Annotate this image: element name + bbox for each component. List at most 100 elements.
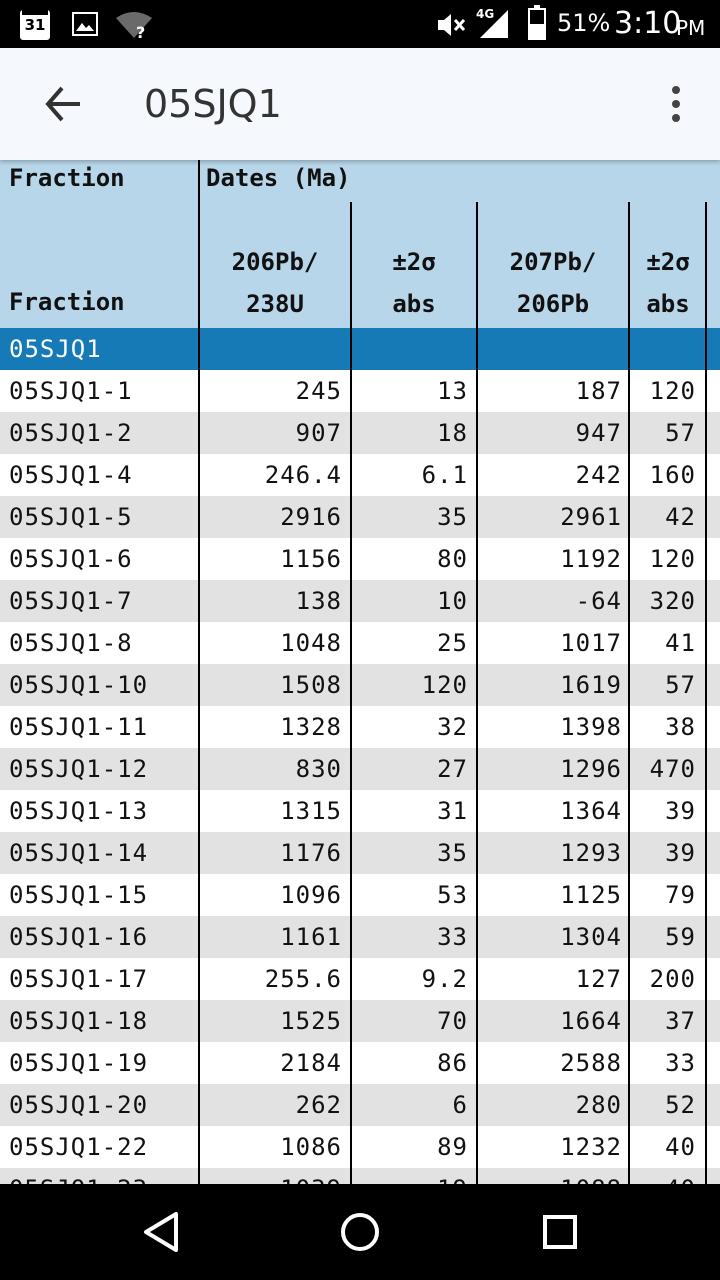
more-vert-icon [672, 86, 680, 94]
group-row-label: 05SJQ1 [9, 335, 102, 363]
cell-207pb-206pb: 1304 [560, 923, 622, 951]
column-divider [628, 202, 630, 1184]
table-row[interactable]: 05SJQ1-22 1086 89 1232 40 [0, 1126, 720, 1168]
column-divider [198, 160, 200, 1184]
cell-fraction: 05SJQ1-5 [9, 503, 133, 531]
table-row[interactable]: 05SJQ1-8 1048 25 1017 41 [0, 622, 720, 664]
cell-err-206pb-238u: 35 [437, 503, 468, 531]
cell-err-207pb-206pb: 40 [665, 1133, 696, 1161]
cell-err-206pb-238u: 70 [437, 1007, 468, 1035]
cell-err-206pb-238u: 6 [452, 1091, 468, 1119]
table-row[interactable]: 05SJQ1-4 246.4 6.1 242 160 [0, 454, 720, 496]
table-row[interactable]: 05SJQ1-10 1508 120 1619 57 [0, 664, 720, 706]
cell-206pb-238u: 1508 [280, 671, 342, 699]
cell-err-207pb-206pb: 470 [649, 755, 696, 783]
cell-fraction: 05SJQ1-8 [9, 629, 133, 657]
cell-206pb-238u: 1315 [280, 797, 342, 825]
table-row[interactable]: 05SJQ1-1 245 13 187 120 [0, 370, 720, 412]
header-col-207pb-206pb-line1[interactable]: 207Pb/ [509, 248, 597, 276]
cell-err-207pb-206pb: 120 [649, 545, 696, 573]
cell-err-206pb-238u: 6.1 [421, 461, 468, 489]
cell-fraction: 05SJQ1-2 [9, 419, 133, 447]
table-row[interactable]: 05SJQ1-16 1161 33 1304 59 [0, 916, 720, 958]
cell-207pb-206pb: 280 [575, 1091, 622, 1119]
table-row[interactable]: 05SJQ1-14 1176 35 1293 39 [0, 832, 720, 874]
back-button[interactable] [30, 78, 98, 130]
cell-fraction: 05SJQ1-11 [9, 713, 149, 741]
cell-fraction: 05SJQ1-22 [9, 1133, 149, 1161]
table-row[interactable]: 05SJQ1-20 262 6 280 52 [0, 1084, 720, 1126]
header-col-207pb-206pb-line2[interactable]: 206Pb [516, 290, 590, 318]
overflow-menu-button[interactable] [656, 78, 696, 130]
cell-207pb-206pb: -64 [575, 587, 622, 615]
cell-fraction: 05SJQ1-14 [9, 839, 149, 867]
table-row[interactable]: 05SJQ1-17 255.6 9.2 127 200 [0, 958, 720, 1000]
table-row[interactable]: 05SJQ1-7 138 10 -64 320 [0, 580, 720, 622]
cell-err-206pb-238u: 33 [437, 923, 468, 951]
header-col-err1-line1[interactable]: ±2σ [392, 248, 436, 276]
clock-time: 3:10 [614, 6, 682, 41]
cell-206pb-238u: 1048 [280, 629, 342, 657]
header-col-err1-line2[interactable]: abs [392, 290, 436, 318]
header-col-206pb-238u-line2[interactable]: 238U [246, 290, 304, 318]
cell-fraction: 05SJQ1-19 [9, 1049, 149, 1077]
cell-err-207pb-206pb: 57 [665, 419, 696, 447]
cell-err-206pb-238u: 25 [437, 629, 468, 657]
cell-206pb-238u: 830 [295, 755, 342, 783]
table-row[interactable]: 05SJQ1-2 907 18 947 57 [0, 412, 720, 454]
header-col-err2-line2[interactable]: abs [646, 290, 690, 318]
cell-207pb-206pb: 1664 [560, 1007, 622, 1035]
cell-err-206pb-238u: 10 [437, 587, 468, 615]
cell-207pb-206pb: 242 [575, 461, 622, 489]
group-row[interactable]: 05SJQ1 [0, 328, 720, 370]
table-row[interactable]: 05SJQ1-19 2184 86 2588 33 [0, 1042, 720, 1084]
cell-err-206pb-238u: 13 [437, 377, 468, 405]
home-circle-icon[interactable] [328, 1200, 392, 1264]
cell-err-206pb-238u: 31 [437, 797, 468, 825]
back-triangle-icon[interactable] [128, 1200, 192, 1264]
cell-err-207pb-206pb: 33 [665, 1049, 696, 1077]
cell-206pb-238u: 1525 [280, 1007, 342, 1035]
cell-207pb-206pb: 2961 [560, 503, 622, 531]
cell-err-206pb-238u: 32 [437, 713, 468, 741]
header-col-206pb-238u-line1[interactable]: 206Pb/ [231, 248, 319, 276]
table-row[interactable]: 05SJQ1-11 1328 32 1398 38 [0, 706, 720, 748]
cell-206pb-238u: 2916 [280, 503, 342, 531]
cell-207pb-206pb: 2588 [560, 1049, 622, 1077]
cell-206pb-238u: 1096 [280, 881, 342, 909]
cell-207pb-206pb: 1398 [560, 713, 622, 741]
cell-err-207pb-206pb: 41 [665, 629, 696, 657]
cell-err-206pb-238u: 53 [437, 881, 468, 909]
cell-fraction: 05SJQ1-1 [9, 377, 133, 405]
cell-err-206pb-238u: 120 [421, 671, 468, 699]
cell-err-207pb-206pb: 79 [665, 881, 696, 909]
cell-err-206pb-238u: 27 [437, 755, 468, 783]
arrow-left-icon [45, 86, 80, 122]
signal-icon: 4G [476, 7, 508, 38]
table-row[interactable]: 05SJQ1-5 2916 35 2961 42 [0, 496, 720, 538]
svg-text:?: ? [136, 23, 145, 40]
cell-206pb-238u: 1161 [280, 923, 342, 951]
cell-206pb-238u: 907 [295, 419, 342, 447]
table-row[interactable]: 05SJQ1-15 1096 53 1125 79 [0, 874, 720, 916]
cell-206pb-238u: 1086 [280, 1133, 342, 1161]
data-table[interactable]: Fraction Dates (Ma) Fraction 206Pb/ 238U… [0, 160, 720, 1184]
table-row[interactable]: 05SJQ1-23 1039 19 1088 40 [0, 1168, 720, 1184]
table-row[interactable]: 05SJQ1-6 1156 80 1192 120 [0, 538, 720, 580]
table-row[interactable]: 05SJQ1-13 1315 31 1364 39 [0, 790, 720, 832]
recents-square-icon[interactable] [528, 1200, 592, 1264]
cell-206pb-238u: 2184 [280, 1049, 342, 1077]
cell-err-206pb-238u: 80 [437, 545, 468, 573]
navigation-bar [0, 1184, 720, 1280]
table-row[interactable]: 05SJQ1-12 830 27 1296 470 [0, 748, 720, 790]
table-row[interactable]: 05SJQ1-18 1525 70 1664 37 [0, 1000, 720, 1042]
page-title: 05SJQ1 [144, 82, 282, 126]
cell-err-207pb-206pb: 39 [665, 839, 696, 867]
cell-206pb-238u: 255.6 [264, 965, 342, 993]
table-header: Fraction Dates (Ma) Fraction 206Pb/ 238U… [0, 160, 720, 328]
cell-207pb-206pb: 1364 [560, 797, 622, 825]
header-col-err2-line1[interactable]: ±2σ [646, 248, 690, 276]
cell-err-207pb-206pb: 40 [665, 1168, 696, 1184]
header-col-fraction[interactable]: Fraction [9, 288, 125, 316]
cell-err-206pb-238u: 18 [437, 419, 468, 447]
